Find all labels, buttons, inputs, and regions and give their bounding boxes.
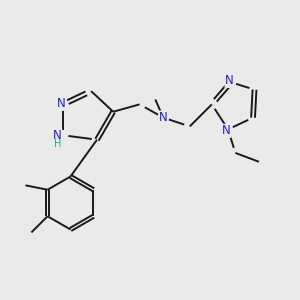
- Text: N: N: [159, 111, 168, 124]
- Text: H: H: [54, 139, 61, 149]
- Text: N: N: [222, 124, 231, 137]
- Text: N: N: [57, 97, 66, 110]
- Text: N: N: [53, 129, 62, 142]
- Text: N: N: [225, 74, 234, 87]
